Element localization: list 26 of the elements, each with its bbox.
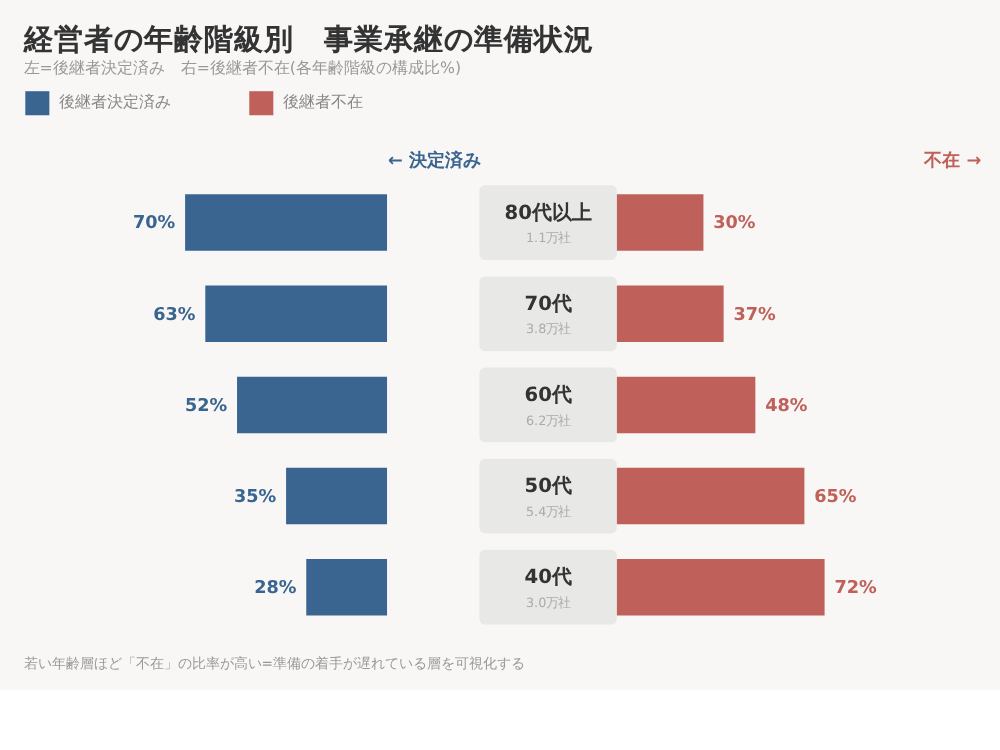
data-label: 65% [814, 487, 857, 508]
chart-subtitle: 左=後継者決定済み 右=後継者不在(各年齢階級の構成比%) [23, 58, 462, 77]
y-tick-label: 70代 [524, 291, 572, 316]
x-axis-title: 不在 → [922, 150, 982, 173]
data-label: 52% [184, 396, 228, 417]
data-label: 35% [233, 487, 277, 508]
chart-title: 経営者の年齢階級別 事業承継の準備状況 [21, 23, 594, 58]
bar [306, 558, 388, 616]
y-tick-label: 80代以上 [504, 200, 592, 225]
data-label: 30% [713, 214, 756, 235]
x-axis-title: ← 決定済み [388, 150, 481, 173]
data-label: 72% [834, 579, 877, 600]
bar [185, 194, 388, 251]
y-tick-label: 40代 [524, 565, 572, 590]
legend-label: 後継者不在 [282, 93, 363, 112]
legend-label: 後継者決定済み [58, 93, 171, 112]
bar [237, 376, 388, 434]
y-tick-label: 50代 [524, 474, 572, 499]
data-label: 48% [765, 396, 808, 417]
bar [205, 285, 388, 343]
data-label: 28% [254, 579, 297, 600]
data-label: 70% [133, 214, 176, 235]
data-label: 63% [153, 305, 196, 326]
bar [286, 467, 388, 525]
data-label: 37% [733, 305, 777, 326]
y-tick-label: 60代 [524, 382, 572, 407]
